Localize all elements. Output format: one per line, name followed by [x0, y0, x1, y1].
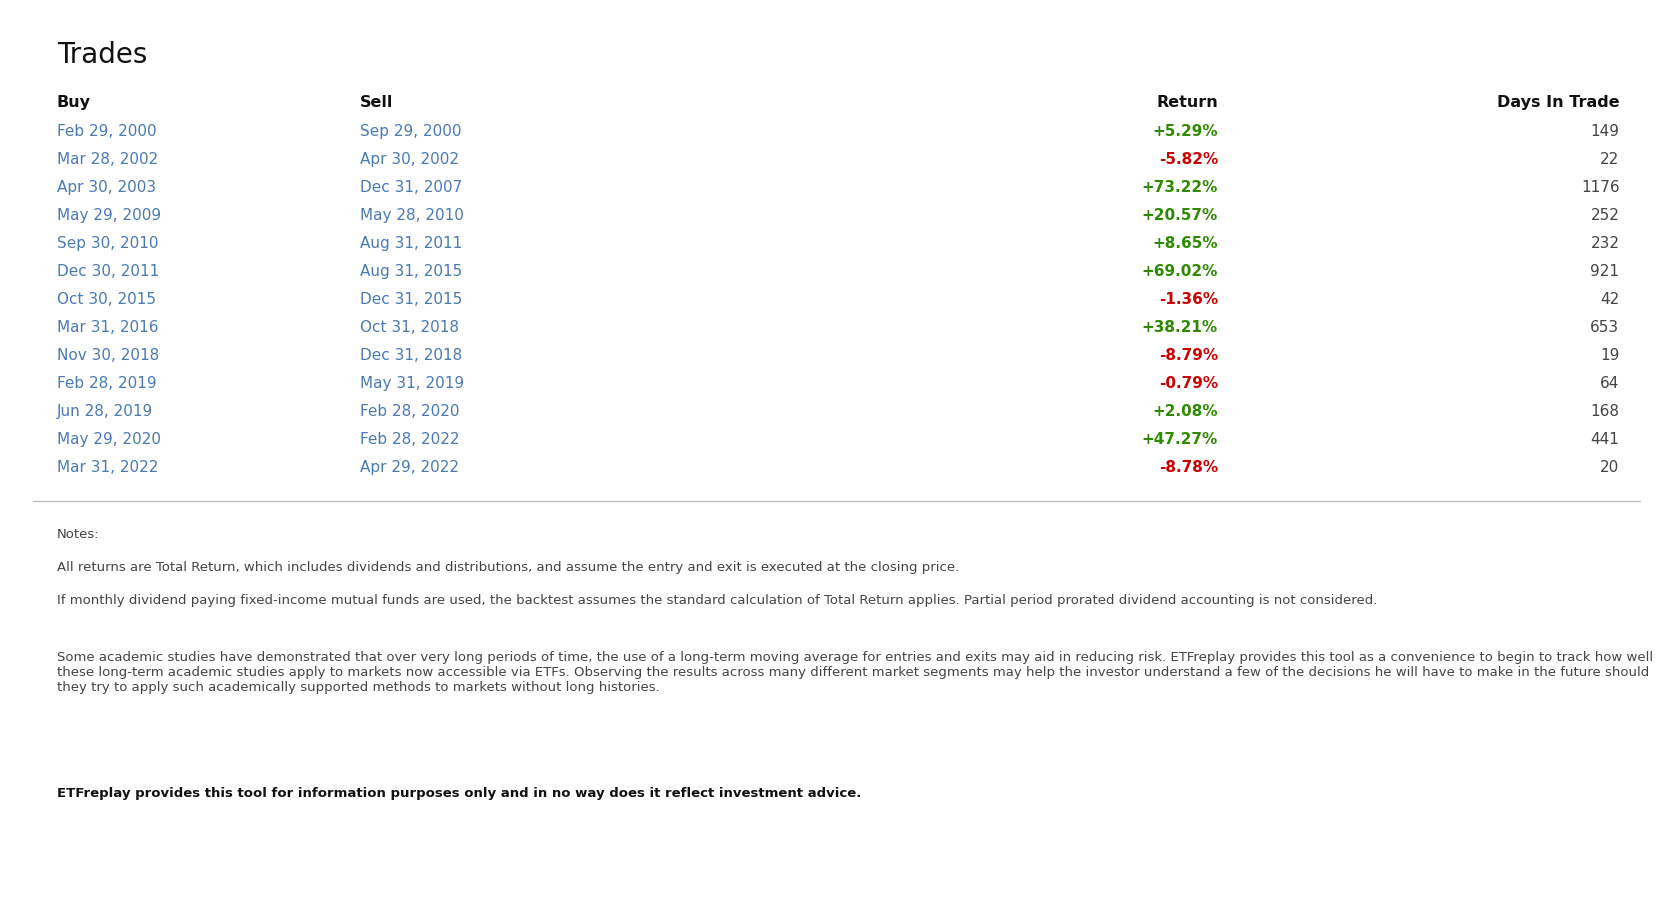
- Text: 441: 441: [1591, 432, 1619, 447]
- Text: +38.21%: +38.21%: [1141, 320, 1218, 336]
- Text: Buy: Buy: [57, 95, 90, 110]
- Text: Dec 30, 2011: Dec 30, 2011: [57, 264, 159, 280]
- Text: May 29, 2020: May 29, 2020: [57, 432, 161, 447]
- Text: 20: 20: [1599, 460, 1619, 475]
- Text: May 28, 2010: May 28, 2010: [360, 208, 463, 224]
- Text: +8.65%: +8.65%: [1153, 236, 1218, 252]
- Text: 168: 168: [1591, 404, 1619, 419]
- Text: 64: 64: [1599, 376, 1619, 391]
- Text: Apr 30, 2003: Apr 30, 2003: [57, 180, 156, 196]
- Text: Sep 29, 2000: Sep 29, 2000: [360, 124, 462, 140]
- Text: 22: 22: [1599, 152, 1619, 168]
- Text: 19: 19: [1599, 348, 1619, 364]
- Text: Aug 31, 2011: Aug 31, 2011: [360, 236, 462, 252]
- Text: Sell: Sell: [360, 95, 393, 110]
- Text: Apr 29, 2022: Apr 29, 2022: [360, 460, 458, 475]
- Text: If monthly dividend paying fixed-income mutual funds are used, the backtest assu: If monthly dividend paying fixed-income …: [57, 594, 1377, 606]
- Text: +20.57%: +20.57%: [1141, 208, 1218, 224]
- Text: -8.78%: -8.78%: [1159, 460, 1218, 475]
- Text: +2.08%: +2.08%: [1153, 404, 1218, 419]
- Text: 252: 252: [1591, 208, 1619, 224]
- Text: Jun 28, 2019: Jun 28, 2019: [57, 404, 154, 419]
- Text: Mar 31, 2016: Mar 31, 2016: [57, 320, 159, 336]
- Text: Trades: Trades: [57, 41, 147, 69]
- Text: Dec 31, 2007: Dec 31, 2007: [360, 180, 462, 196]
- Text: All returns are Total Return, which includes dividends and distributions, and as: All returns are Total Return, which incl…: [57, 561, 959, 574]
- Text: Return: Return: [1156, 95, 1218, 110]
- Text: +5.29%: +5.29%: [1153, 124, 1218, 140]
- Text: Some academic studies have demonstrated that over very long periods of time, the: Some academic studies have demonstrated …: [57, 651, 1653, 695]
- Text: Nov 30, 2018: Nov 30, 2018: [57, 348, 159, 364]
- Text: Feb 29, 2000: Feb 29, 2000: [57, 124, 157, 140]
- Text: Days In Trade: Days In Trade: [1497, 95, 1619, 110]
- Text: 653: 653: [1591, 320, 1619, 336]
- Text: -5.82%: -5.82%: [1159, 152, 1218, 168]
- Text: 1176: 1176: [1581, 180, 1619, 196]
- Text: Feb 28, 2019: Feb 28, 2019: [57, 376, 157, 391]
- Text: Aug 31, 2015: Aug 31, 2015: [360, 264, 462, 280]
- Text: +47.27%: +47.27%: [1141, 432, 1218, 447]
- Text: May 31, 2019: May 31, 2019: [360, 376, 463, 391]
- Text: -8.79%: -8.79%: [1159, 348, 1218, 364]
- Text: +69.02%: +69.02%: [1141, 264, 1218, 280]
- Text: 42: 42: [1599, 292, 1619, 308]
- Text: ETFreplay provides this tool for information purposes only and in no way does it: ETFreplay provides this tool for informa…: [57, 787, 862, 799]
- Text: Oct 31, 2018: Oct 31, 2018: [360, 320, 458, 336]
- Text: 921: 921: [1591, 264, 1619, 280]
- Text: Mar 28, 2002: Mar 28, 2002: [57, 152, 159, 168]
- Text: 149: 149: [1591, 124, 1619, 140]
- Text: Mar 31, 2022: Mar 31, 2022: [57, 460, 159, 475]
- Text: -1.36%: -1.36%: [1159, 292, 1218, 308]
- Text: +73.22%: +73.22%: [1141, 180, 1218, 196]
- Text: 232: 232: [1591, 236, 1619, 252]
- Text: Oct 30, 2015: Oct 30, 2015: [57, 292, 156, 308]
- Text: -0.79%: -0.79%: [1159, 376, 1218, 391]
- Text: Dec 31, 2018: Dec 31, 2018: [360, 348, 462, 364]
- Text: Sep 30, 2010: Sep 30, 2010: [57, 236, 159, 252]
- Text: May 29, 2009: May 29, 2009: [57, 208, 161, 224]
- Text: Feb 28, 2020: Feb 28, 2020: [360, 404, 458, 419]
- Text: Feb 28, 2022: Feb 28, 2022: [360, 432, 458, 447]
- Text: Notes:: Notes:: [57, 528, 99, 540]
- Text: Dec 31, 2015: Dec 31, 2015: [360, 292, 462, 308]
- Text: Apr 30, 2002: Apr 30, 2002: [360, 152, 458, 168]
